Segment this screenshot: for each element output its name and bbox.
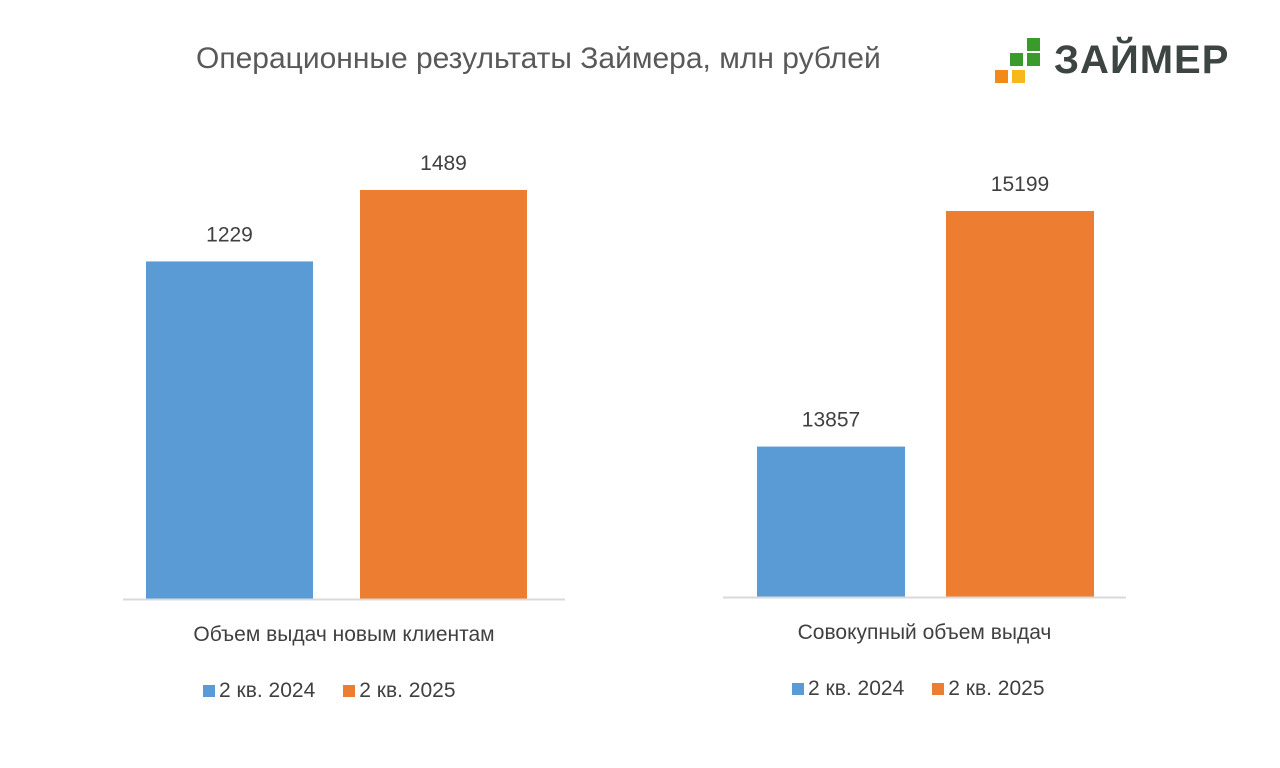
bar: [757, 446, 905, 597]
legend-label: 2 кв. 2024: [808, 677, 905, 700]
data-label: 1489: [420, 152, 467, 175]
data-label: 15199: [991, 173, 1049, 196]
bar: [360, 190, 527, 599]
legend-item: 2 кв. 2025: [343, 679, 456, 703]
legend-swatch-icon: [932, 683, 945, 695]
category-label: Объем выдач новым клиентам: [193, 623, 494, 646]
legend-label: 2 кв. 2025: [359, 679, 456, 702]
legend-right: 2 кв. 2024 2 кв. 2025: [792, 677, 1073, 701]
data-label: 13857: [802, 409, 860, 432]
legend-swatch-icon: [343, 685, 356, 697]
logo-square-icon: [995, 70, 1008, 83]
legend-label: 2 кв. 2024: [219, 679, 316, 702]
legend-item: 2 кв. 2025: [932, 677, 1045, 701]
legend-label: 2 кв. 2025: [948, 677, 1045, 700]
zaymer-logo: ЗАЙМЕР: [992, 36, 1252, 88]
legend-swatch-icon: [203, 685, 215, 697]
legend-swatch-icon: [792, 683, 804, 695]
data-label: 1229: [206, 223, 253, 246]
logo-text: ЗАЙМЕР: [1054, 38, 1230, 82]
legend-item: 2 кв. 2024: [792, 677, 904, 701]
category-label: Совокупный объем выдач: [798, 621, 1052, 644]
logo-square-icon: [1012, 70, 1025, 83]
bar: [946, 211, 1094, 597]
chart-title: Операционные результаты Займера, млн руб…: [196, 42, 881, 75]
logo-square-icon: [1010, 53, 1023, 66]
logo-square-icon: [1027, 53, 1040, 66]
bar: [146, 261, 313, 599]
legend-item: 2 кв. 2024: [203, 679, 315, 703]
logo-square-icon: [1027, 38, 1040, 51]
legend-left: 2 кв. 2024 2 кв. 2025: [203, 679, 484, 703]
